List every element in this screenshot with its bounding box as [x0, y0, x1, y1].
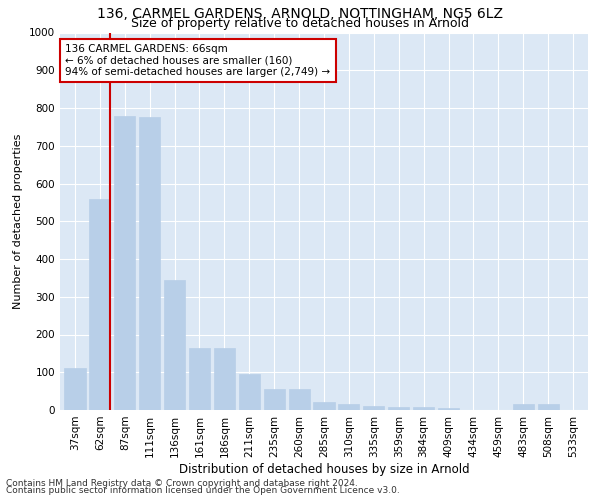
Bar [239, 374, 260, 410]
Bar [263, 389, 285, 410]
Bar [164, 280, 185, 410]
Bar [64, 368, 86, 410]
Bar [89, 198, 110, 410]
Y-axis label: Number of detached properties: Number of detached properties [13, 134, 23, 309]
Bar [413, 407, 434, 410]
Bar [114, 116, 136, 410]
Text: Size of property relative to detached houses in Arnold: Size of property relative to detached ho… [131, 18, 469, 30]
Text: Contains public sector information licensed under the Open Government Licence v3: Contains public sector information licen… [6, 486, 400, 495]
Bar [438, 408, 459, 410]
Bar [139, 118, 160, 410]
Bar [189, 348, 210, 410]
Text: 136 CARMEL GARDENS: 66sqm
← 6% of detached houses are smaller (160)
94% of semi-: 136 CARMEL GARDENS: 66sqm ← 6% of detach… [65, 44, 331, 77]
Text: 136, CARMEL GARDENS, ARNOLD, NOTTINGHAM, NG5 6LZ: 136, CARMEL GARDENS, ARNOLD, NOTTINGHAM,… [97, 8, 503, 22]
Bar [512, 404, 534, 410]
Bar [538, 404, 559, 410]
X-axis label: Distribution of detached houses by size in Arnold: Distribution of detached houses by size … [179, 462, 469, 475]
Bar [363, 406, 385, 410]
Bar [289, 389, 310, 410]
Bar [388, 407, 409, 410]
Text: Contains HM Land Registry data © Crown copyright and database right 2024.: Contains HM Land Registry data © Crown c… [6, 478, 358, 488]
Bar [214, 348, 235, 410]
Bar [313, 402, 335, 410]
Bar [338, 404, 359, 410]
